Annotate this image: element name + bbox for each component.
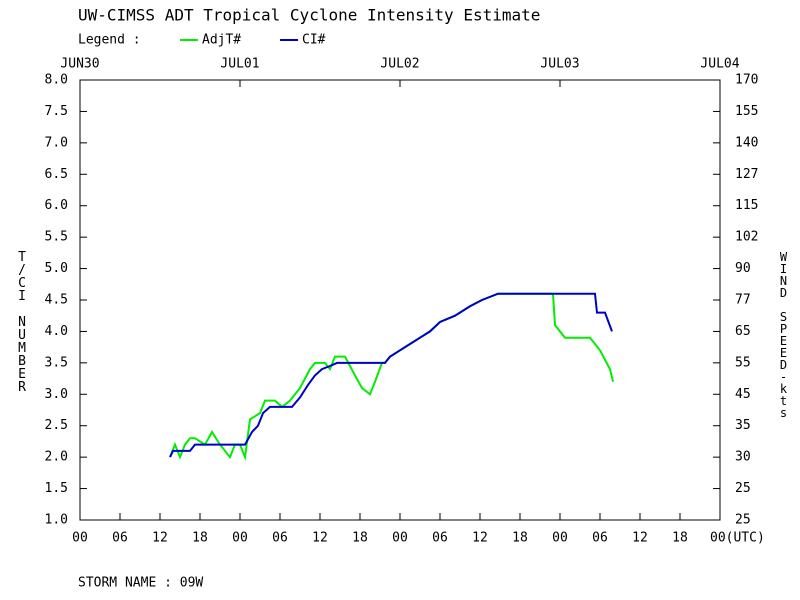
legend-entry: CI# [302,33,326,48]
series-line [169,292,613,458]
y-tick-label: 4.5 [45,293,68,308]
x-tick-label: 00 [232,531,248,546]
x-tick-label: 00 [72,531,88,546]
x-tick-label: 06 [592,531,608,546]
footer: STORM NAME : 09W [78,576,203,591]
y-axis-label: T/CI NUMBER [15,250,30,393]
x-tick-label: 00(UTC) [710,531,765,546]
date-tick-label: JUL04 [700,57,739,72]
y-tick-label: 1.5 [45,481,68,496]
x-tick-label: 12 [632,531,648,546]
y2-tick-label: 25 [735,481,751,496]
x-tick-label: 12 [152,531,168,546]
date-tick-label: JUL02 [380,57,419,72]
y2-tick-label: 35 [735,418,751,433]
y-tick-label: 2.5 [45,418,68,433]
y2-tick-label: 90 [735,261,751,276]
y2-tick-label: 170 [735,73,758,88]
x-tick-label: 18 [672,531,688,546]
y-tick-label: 6.0 [45,198,68,213]
date-tick-label: JUL03 [540,57,579,72]
y-tick-label: 5.0 [45,261,68,276]
x-tick-label: 06 [112,531,128,546]
x-tick-label: 18 [352,531,368,546]
x-tick-label: 06 [432,531,448,546]
y-tick-label: 7.0 [45,135,68,150]
y2-axis-label: WIND SPEED-kts [777,250,791,418]
x-tick-label: 06 [272,531,288,546]
y2-tick-label: 30 [735,450,751,465]
y-tick-label: 6.5 [45,167,68,182]
x-tick-label: 18 [192,531,208,546]
legend-entry: AdjT# [202,33,241,48]
y2-tick-label: 45 [735,387,751,402]
y2-tick-label: 65 [735,324,751,339]
x-tick-label: 00 [552,531,568,546]
y-tick-label: 3.0 [45,387,68,402]
x-tick-label: 18 [512,531,528,546]
y2-tick-label: 102 [735,230,758,245]
chart-title: UW-CIMSS ADT Tropical Cyclone Intensity … [78,6,540,25]
y-tick-label: 8.0 [45,73,68,88]
y-tick-label: 3.5 [45,355,68,370]
date-tick-label: JUL01 [220,57,259,72]
y-tick-label: 5.5 [45,230,68,245]
y-tick-label: 2.0 [45,450,68,465]
y2-tick-label: 155 [735,104,758,119]
y2-tick-label: 25 [735,513,751,528]
y-tick-label: 4.0 [45,324,68,339]
x-tick-label: 12 [472,531,488,546]
y-tick-label: 7.5 [45,104,68,119]
y2-tick-label: 115 [735,198,758,213]
y-tick-label: 1.0 [45,513,68,528]
y2-tick-label: 140 [735,135,758,150]
x-tick-label: 00 [392,531,408,546]
y2-tick-label: 55 [735,355,751,370]
date-tick-label: JUN30 [60,57,99,72]
legend-label: Legend : [78,33,141,48]
y2-tick-label: 77 [735,293,751,308]
y2-tick-label: 127 [735,167,758,182]
x-tick-label: 12 [312,531,328,546]
